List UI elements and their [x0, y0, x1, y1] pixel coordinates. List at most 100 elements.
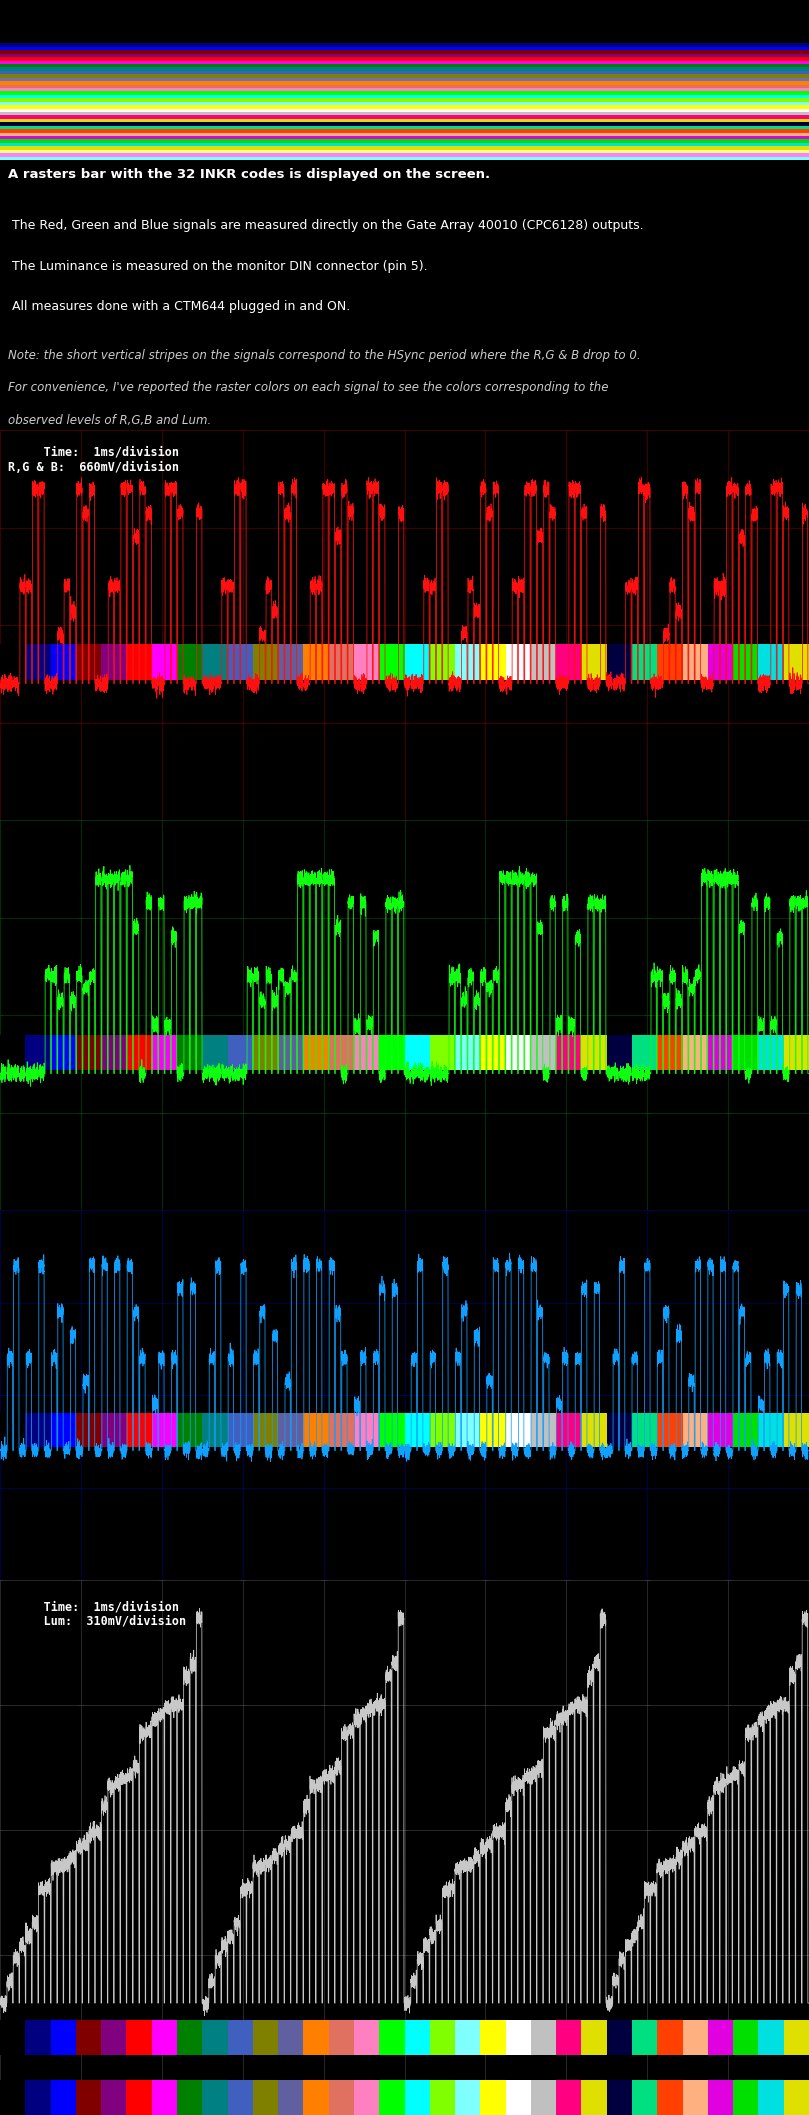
Bar [784, 2079, 809, 2115]
Bar [252, 2020, 278, 2056]
Text: observed levels of R,G,B and Lum.: observed levels of R,G,B and Lum. [8, 415, 211, 427]
Bar [683, 2079, 708, 2115]
Bar [0, 144, 809, 146]
Bar [252, 1034, 278, 1070]
Bar [758, 1413, 784, 1447]
Bar [404, 645, 430, 679]
Bar [0, 78, 809, 80]
Bar [354, 2020, 379, 2056]
Bar [177, 645, 202, 679]
Bar [303, 2020, 328, 2056]
Bar [404, 2079, 430, 2115]
Bar [303, 1413, 328, 1447]
Bar [683, 1034, 708, 1070]
Bar [0, 2079, 25, 2115]
Bar [0, 40, 809, 44]
Bar [25, 645, 50, 679]
Bar [607, 645, 632, 679]
Bar [632, 645, 657, 679]
Bar [76, 1034, 101, 1070]
Bar [177, 1034, 202, 1070]
Bar [50, 1034, 76, 1070]
Bar [227, 2020, 252, 2056]
Bar [227, 1034, 252, 1070]
Bar [202, 1034, 227, 1070]
Bar [50, 2020, 76, 2056]
Bar [506, 1034, 531, 1070]
Bar [76, 2079, 101, 2115]
Bar [25, 1413, 50, 1447]
Bar [0, 102, 809, 106]
Bar [0, 80, 809, 85]
Bar [252, 1413, 278, 1447]
Bar [506, 1413, 531, 1447]
Bar [607, 2079, 632, 2115]
Bar [0, 61, 809, 63]
Bar [76, 1413, 101, 1447]
Bar [101, 2079, 126, 2115]
Bar [455, 1413, 481, 1447]
Bar [328, 1034, 354, 1070]
Bar [101, 645, 126, 679]
Text: The Red, Green and Blue signals are measured directly on the Gate Array 40010 (C: The Red, Green and Blue signals are meas… [8, 220, 644, 233]
Bar [404, 2020, 430, 2056]
Bar [758, 2079, 784, 2115]
Bar [0, 118, 809, 123]
Bar [455, 645, 481, 679]
Bar [0, 91, 809, 95]
Bar [126, 1034, 151, 1070]
Bar [252, 2079, 278, 2115]
Bar [126, 645, 151, 679]
Bar [531, 2079, 556, 2115]
Bar [531, 1034, 556, 1070]
Bar [708, 2079, 733, 2115]
Bar [202, 2079, 227, 2115]
Bar [531, 1413, 556, 1447]
Bar [379, 2020, 404, 2056]
Bar [784, 1413, 809, 1447]
Bar [556, 1413, 582, 1447]
Bar [430, 645, 455, 679]
Bar [0, 645, 25, 679]
Bar [430, 2020, 455, 2056]
Bar [0, 89, 809, 91]
Bar [784, 2020, 809, 2056]
Bar [0, 123, 809, 125]
Bar [0, 150, 809, 152]
Bar [354, 1034, 379, 1070]
Bar [531, 2020, 556, 2056]
Bar [632, 1034, 657, 1070]
Bar [455, 2079, 481, 2115]
Bar [455, 2020, 481, 2056]
Bar [556, 645, 582, 679]
Bar [0, 116, 809, 118]
Bar [303, 645, 328, 679]
Bar [481, 2079, 506, 2115]
Bar [481, 645, 506, 679]
Bar [758, 645, 784, 679]
Bar [0, 47, 809, 51]
Bar [0, 152, 809, 157]
Bar [481, 1413, 506, 1447]
Bar [683, 2020, 708, 2056]
Bar [126, 2079, 151, 2115]
Bar [278, 2020, 303, 2056]
Bar [50, 1413, 76, 1447]
Bar [582, 645, 607, 679]
Bar [506, 2079, 531, 2115]
Text: Note: the short vertical stripes on the signals correspond to the HSync period w: Note: the short vertical stripes on the … [8, 349, 641, 362]
Bar [0, 1413, 25, 1447]
Bar [379, 2079, 404, 2115]
Bar [582, 2079, 607, 2115]
Bar [151, 2079, 177, 2115]
Bar [632, 2079, 657, 2115]
Bar [733, 2020, 758, 2056]
Bar [379, 1413, 404, 1447]
Bar [607, 1413, 632, 1447]
Bar [582, 1413, 607, 1447]
Bar [0, 135, 809, 140]
Bar [25, 2079, 50, 2115]
Bar [126, 2020, 151, 2056]
Bar [101, 1413, 126, 1447]
Bar [0, 72, 809, 74]
